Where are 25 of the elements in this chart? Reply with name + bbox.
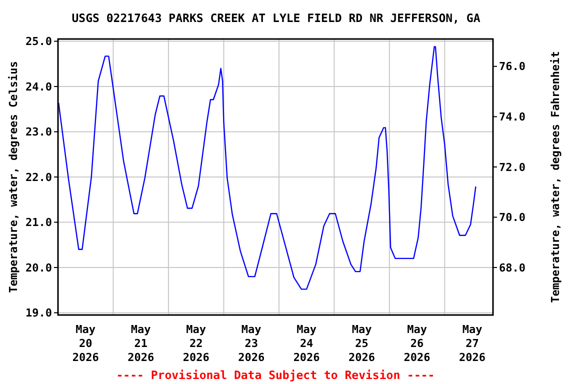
y2-tick-label: 70.0 <box>499 211 526 224</box>
x-tick-label: May 24 2026 <box>293 323 320 364</box>
chart-title: USGS 02217643 PARKS CREEK AT LYLE FIELD RD NR JEFFERSON, GA <box>72 11 480 25</box>
x-tick-label: May 20 2026 <box>72 323 100 364</box>
y2-tick-label: 72.0 <box>499 160 526 174</box>
y2-tick-label: 76.0 <box>499 60 526 74</box>
y-axis-title: Temperature, water, degrees Celsius <box>7 61 20 293</box>
x-tick-label: May 26 2026 <box>404 323 431 364</box>
line-series <box>58 46 476 290</box>
text: ---- Provisional Data Subject to Revision ---- <box>116 368 435 382</box>
y2-tick-label: 68.0 <box>499 261 526 274</box>
y-tick-label: 21.0 <box>26 216 52 230</box>
y-tick-label: 24.0 <box>26 80 52 94</box>
y-tick-label: 19.0 <box>26 306 52 320</box>
y-tick-label: 22.0 <box>26 170 52 184</box>
x-tick-label: May 21 2026 <box>128 323 154 364</box>
y2-axis-title: Temperature, water, degrees Fahrenheit <box>549 51 562 303</box>
y-tick-label: 23.0 <box>26 126 52 139</box>
x-tick-label: May 27 2026 <box>459 323 486 364</box>
x-tick-label: May 25 2026 <box>348 323 376 364</box>
x-tick-label: May 23 2026 <box>238 323 265 364</box>
x-tick-label: May 22 2026 <box>182 323 210 364</box>
y-tick-label: 25.0 <box>26 35 52 48</box>
y-tick-label: 20.0 <box>26 261 52 274</box>
y2-tick-label: 74.0 <box>499 110 526 124</box>
